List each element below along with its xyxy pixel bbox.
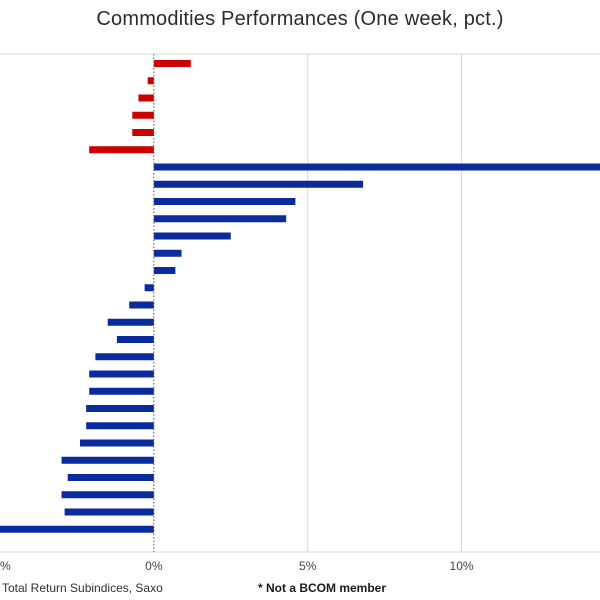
bar-1-17	[61, 456, 154, 464]
bar-1-1	[153, 180, 364, 188]
bar-0-1	[147, 77, 154, 85]
bar-1-6	[153, 267, 176, 274]
bar-1-16	[80, 439, 154, 447]
bar-0-0	[153, 60, 191, 67]
bar-0-5	[89, 146, 154, 154]
bar-1-21	[0, 525, 154, 533]
bar-1-3	[153, 215, 287, 223]
bar-0-3	[132, 111, 154, 119]
bar-1-18	[67, 474, 154, 481]
bar-1-5	[153, 249, 182, 257]
axes	[0, 53, 600, 553]
x-tick-label-1: 0%	[145, 559, 163, 573]
bar-0-2	[138, 94, 154, 102]
bar-1-13	[89, 387, 154, 395]
bar-1-19	[61, 491, 154, 499]
x-tick-label-0: -5%	[0, 559, 11, 573]
chart-title: Commodities Performances (One week, pct.…	[96, 8, 504, 30]
bar-1-12	[89, 370, 154, 378]
bar-1-7	[144, 284, 154, 292]
bar-0-4	[132, 129, 154, 136]
bar-1-15	[86, 422, 154, 430]
bar-1-4	[153, 232, 231, 240]
bar-1-10	[116, 336, 154, 343]
bar-1-14	[86, 405, 154, 412]
x-tick-labels: -5% 0% 5% 10%	[0, 559, 474, 573]
bar-1-8	[129, 301, 154, 309]
bar-1-0	[153, 163, 600, 171]
x-tick-label-3: 10%	[450, 559, 474, 573]
x-tick-label-2: 5%	[299, 559, 317, 573]
bar-1-20	[64, 508, 154, 516]
bar-1-9	[107, 318, 154, 326]
bar-1-2	[153, 198, 296, 205]
bar-1-11	[95, 353, 154, 361]
bcom-member-note: * Not a BCOM member	[258, 581, 387, 595]
grid-lines	[307, 54, 463, 552]
source-note: Total Return Subindices, Saxo	[2, 581, 163, 595]
bars	[0, 60, 600, 533]
